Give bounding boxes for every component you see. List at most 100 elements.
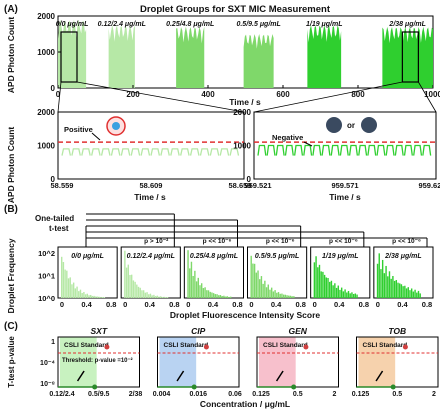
b-xtick-label: 0: [123, 300, 127, 309]
histogram-bar: [409, 290, 411, 298]
histogram-bar: [390, 278, 392, 298]
histogram-bar: [397, 282, 399, 298]
zoom-box-right: [401, 31, 419, 83]
histogram-bar: [330, 280, 333, 298]
pvalue-point: [203, 344, 209, 350]
histogram-bar: [339, 289, 341, 298]
c-xtick-label: 0.125: [352, 391, 370, 398]
pvalue-label: p << 10⁻⁶: [266, 238, 295, 245]
histogram-bar: [404, 285, 406, 298]
histogram-bar: [385, 265, 387, 298]
b-xtick-label: 0.8: [295, 300, 305, 309]
histogram-bar: [381, 259, 384, 298]
histogram-bar: [325, 277, 328, 298]
histogram-bar: [79, 289, 82, 298]
histogram-bar: [226, 296, 228, 298]
positive-arrow-icon: [91, 132, 101, 141]
histogram-bar: [219, 295, 222, 298]
a-top-ytick-label: 1000: [37, 48, 55, 57]
c-ytick-label: 10⁻⁸: [40, 381, 55, 388]
histogram-bar: [392, 276, 394, 298]
histogram-bar: [253, 263, 256, 298]
panel-label-a: (A): [4, 4, 18, 15]
histogram-bar: [148, 294, 150, 298]
b-ytick-label: 10^2: [38, 249, 55, 258]
photon-trace: [61, 148, 240, 156]
positive-label: Positive: [64, 125, 93, 134]
zoom-ytick-label: 1000: [37, 142, 55, 151]
histogram-bar: [405, 288, 408, 298]
histogram-bar: [279, 293, 281, 298]
b-xtick-label: 0: [376, 300, 380, 309]
c-xtick-label: 2: [333, 391, 337, 398]
a-top-xtick-label: 600: [276, 90, 290, 99]
pvalue-label: p << 10⁻⁶: [329, 238, 358, 245]
mic-arrow-icon: [176, 370, 185, 382]
histogram-bar: [190, 261, 193, 298]
histogram-bar: [252, 263, 254, 298]
b-xtick-label: 0.4: [145, 300, 156, 309]
histogram-bar: [84, 294, 87, 298]
histogram-bar: [228, 296, 230, 298]
histogram-bar: [224, 296, 227, 298]
histogram-bar: [130, 274, 133, 298]
c-xtick-label: 0.016: [189, 391, 207, 398]
c-xtick-label: 0.5/9.5: [88, 391, 110, 398]
histogram-bar: [354, 293, 357, 298]
histogram-bar: [267, 284, 269, 298]
histogram-bar: [132, 280, 135, 298]
histogram-bar: [402, 286, 404, 298]
histogram-bar: [329, 281, 331, 298]
histogram-bar: [216, 294, 218, 298]
pvalue-frame: [356, 336, 439, 388]
pvalue-point: [303, 344, 309, 350]
histogram-bar: [281, 293, 283, 298]
droplet-group-0: [58, 19, 87, 88]
b-xtick-label: 0.4: [271, 300, 282, 309]
a-zoom-right-xlabel: Time / s: [329, 192, 361, 202]
histogram-bar: [400, 284, 403, 298]
histogram-bar: [276, 292, 278, 298]
histogram-bar: [313, 262, 316, 298]
histogram-bar: [209, 291, 211, 298]
histogram-bar: [91, 295, 94, 298]
histogram-bar: [291, 296, 293, 298]
a-zoom-left-frame: [57, 111, 245, 180]
histogram-bar: [72, 282, 75, 298]
histogram-bar: [399, 283, 401, 298]
a-top-xtick-label: 1000: [424, 90, 440, 99]
negative-droplet-icon: [326, 117, 342, 133]
histogram-label: 1/19 μg/mL: [322, 253, 359, 260]
panel-label-c: (C): [4, 321, 18, 332]
photon-trace: [257, 144, 432, 156]
histogram-bar: [264, 280, 266, 298]
zoom-xtick-label: 58.659: [229, 181, 252, 190]
pvalue-point: [291, 384, 297, 390]
histogram-bar: [125, 267, 128, 298]
droplet-group-4: [307, 25, 342, 88]
zoom-connector: [57, 81, 62, 113]
c-xtick-label: 2: [432, 391, 436, 398]
threshold-label: Threshold: p-value =10⁻²: [62, 357, 133, 364]
histogram-bar: [124, 250, 126, 298]
a-top-ytick-label: 2000: [37, 12, 55, 21]
droplet-group-label-5: 2/38 μg/mL: [388, 21, 426, 28]
c-pvalue-panels: SXT CSLI Standard 0.12/2.4 0.5/9.5 2/38 CIP CS…: [40, 326, 439, 398]
histogram-bar: [161, 296, 164, 298]
zoom-xtick-label: 959.571: [331, 181, 358, 190]
negative-label: Negative: [272, 133, 303, 142]
histogram-bar: [419, 293, 421, 298]
histogram-bar: [387, 276, 389, 298]
a-zoom-ylabel: APD Photon Count: [6, 127, 16, 204]
histogram-bar: [410, 288, 413, 298]
a-top-xtick-label: 400: [201, 90, 215, 99]
histogram-bar: [199, 285, 201, 298]
c-ytick-label: 1: [51, 339, 55, 346]
histogram-bar: [78, 291, 80, 298]
a-zoom-right-plot: 0 1000 2000 959.521 959.571 959.621 Negative or: [233, 108, 440, 190]
histogram-bar: [95, 296, 97, 298]
histogram-bar: [154, 296, 157, 298]
histogram-bar: [90, 294, 92, 298]
histogram-bar: [194, 270, 196, 298]
